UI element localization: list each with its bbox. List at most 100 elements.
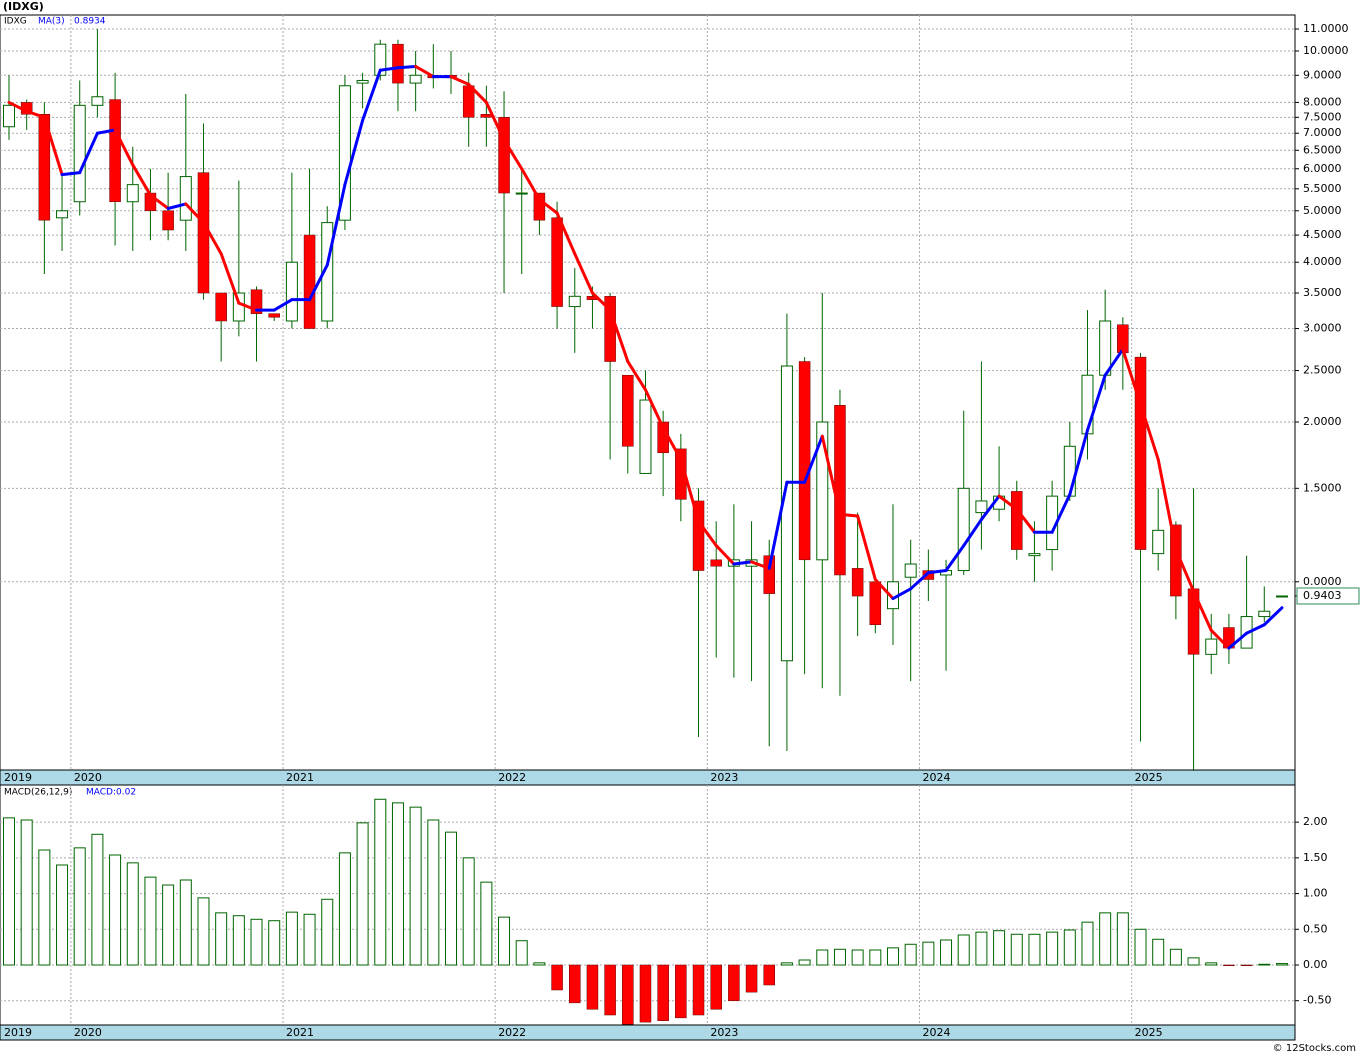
bar-negative [675, 964, 687, 1019]
candle-down [834, 405, 846, 576]
bar-positive [338, 852, 351, 966]
ma-segment [803, 434, 824, 484]
x-tick-label: 2025 [1135, 1026, 1163, 1039]
bar-positive [20, 819, 33, 966]
y-tick-label: 3.0000 [1303, 322, 1342, 335]
y-tick-label: 1.5000 [1303, 481, 1342, 494]
bar-positive [144, 876, 157, 966]
ma-segment [7, 100, 29, 113]
candle-down [551, 217, 563, 307]
candle-down [462, 85, 475, 118]
bar-positive [975, 931, 988, 966]
ma-segment [820, 434, 842, 516]
y-tick-label: 2.0000 [1303, 415, 1342, 428]
x-tick-label: 2022 [498, 771, 526, 784]
candle-up [1152, 529, 1165, 555]
candle-down [1011, 491, 1023, 550]
ma-segment [979, 494, 1001, 522]
y-tick-label: 9.0000 [1303, 68, 1342, 81]
y-tick-label: 4.5000 [1303, 228, 1342, 241]
bar-positive [1275, 963, 1288, 966]
candle-down [268, 313, 280, 318]
ma-segment [1015, 507, 1036, 534]
ma-segment [414, 64, 435, 79]
candle-up [816, 421, 829, 561]
bar-positive [321, 898, 334, 966]
bar-positive [904, 943, 917, 966]
ma-segment [396, 64, 418, 70]
bar-positive [887, 947, 899, 966]
bar-negative [622, 964, 634, 1025]
candle-up [56, 210, 69, 219]
x-tick-label: 2023 [710, 1026, 738, 1039]
candle-up [1063, 445, 1076, 497]
bar-positive [480, 881, 493, 966]
bar-positive [445, 831, 457, 966]
ma-segment [697, 519, 718, 548]
ma-segment [891, 587, 913, 601]
bar-positive [56, 864, 69, 966]
ma-segment [449, 75, 471, 86]
bar-positive [1187, 957, 1200, 966]
ma-segment [95, 128, 117, 135]
candle-up [1081, 374, 1094, 435]
bar-positive [1205, 962, 1218, 966]
bar-positive [126, 862, 139, 966]
candle-up [126, 184, 139, 203]
candle-up [1205, 638, 1218, 655]
candle-down [692, 500, 705, 571]
candle-up [957, 487, 970, 572]
candle-down [480, 114, 493, 118]
ma-segment [60, 171, 82, 177]
y-tick-label: 0.50 [1303, 922, 1328, 935]
y-tick-label: 5.5000 [1303, 182, 1342, 195]
bar-positive [1028, 933, 1041, 966]
bar-positive [1134, 928, 1147, 966]
ma-segment [590, 291, 612, 312]
ma-segment [42, 115, 64, 177]
y-tick-label: 5.0000 [1303, 204, 1342, 217]
candle-up [1258, 610, 1271, 618]
bar-negative [586, 964, 599, 1010]
bar-positive [73, 847, 86, 966]
legend-macd-value: MACD:0.02 [86, 788, 136, 798]
candle-up [639, 399, 652, 474]
ma-segment [714, 544, 736, 566]
bar-positive [833, 948, 846, 966]
bar-positive [780, 962, 793, 966]
bar-negative [569, 964, 581, 1004]
bar-positive [1063, 929, 1076, 966]
ma-segment [343, 118, 365, 187]
candle-down [109, 99, 121, 202]
x-tick-label: 2024 [923, 771, 951, 784]
ma-segment [484, 100, 506, 142]
ma-segment [1121, 347, 1143, 406]
candle-up [780, 365, 793, 662]
ma-segment [1262, 606, 1284, 627]
bar-positive [922, 941, 935, 966]
bar-positive [215, 912, 228, 966]
bar-negative [1223, 964, 1235, 966]
ma-segment [643, 388, 665, 430]
ma-segment [944, 544, 966, 573]
ma-segment [555, 211, 577, 256]
y-tick-label: 2.5000 [1303, 364, 1342, 377]
candle-up [338, 85, 351, 221]
ma-segment [272, 298, 294, 312]
candle-down [533, 192, 546, 221]
y-tick-label: 0.0000 [1303, 575, 1342, 588]
legend-macd: MACD(26,12,9) [4, 788, 72, 798]
candle-down [869, 581, 882, 625]
candle-down [622, 374, 634, 447]
candle-down [1134, 356, 1147, 550]
x-axis-band [0, 1024, 1296, 1041]
y-tick-label: 7.0000 [1303, 126, 1342, 139]
bar-positive [993, 930, 1006, 966]
ma-segment [873, 577, 895, 601]
last-price-box [1296, 587, 1360, 605]
ma-segment [308, 263, 329, 302]
bar-negative [728, 964, 740, 1001]
bar-positive [162, 884, 175, 966]
bar-negative [710, 964, 722, 1010]
